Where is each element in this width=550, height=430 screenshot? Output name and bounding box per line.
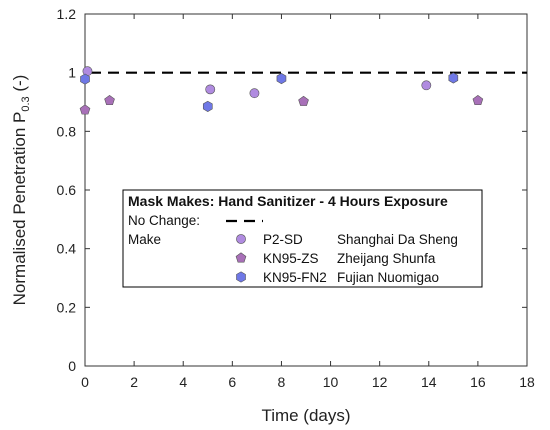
- legend-series-manufacturer: Fujian Nuomigao: [337, 270, 439, 285]
- x-tick-label: 14: [421, 374, 437, 390]
- legend-entry: P2-SD Shanghai Da Sheng: [236, 232, 458, 247]
- y-axis-title-suffix: (-): [10, 75, 29, 97]
- data-point: [421, 80, 432, 91]
- legend-box: [122, 189, 483, 288]
- data-point: [80, 73, 90, 85]
- legend-series-name: KN95-FN2: [263, 270, 327, 285]
- x-tick-label: 8: [278, 374, 286, 390]
- legend-no-change-label: No Change:: [128, 213, 200, 228]
- x-tick-label: 10: [323, 374, 339, 390]
- series-P2-SD: [82, 66, 432, 99]
- legend-entry: KN95-ZS Zheijang Shunfa: [235, 251, 436, 266]
- y-tick-label: 0: [68, 358, 76, 374]
- x-axis-title: Time (days): [261, 406, 350, 425]
- y-axis-title-subscript: 0.3: [20, 96, 32, 111]
- legend-entries: P2-SD Shanghai Da Sheng KN95-ZS Zheijang Sh…: [235, 232, 458, 285]
- legend-marker: [236, 271, 246, 283]
- legend-series-name: KN95-ZS: [263, 251, 319, 266]
- legend-series-name: P2-SD: [263, 232, 303, 247]
- legend-series-manufacturer: Zheijang Shunfa: [337, 251, 436, 266]
- data-point: [79, 104, 91, 115]
- legend-series-manufacturer: Shanghai Da Sheng: [337, 232, 458, 247]
- data-point: [104, 94, 115, 106]
- data-point: [472, 94, 484, 106]
- x-tick-label: 4: [179, 374, 187, 390]
- y-tick-label: 1.2: [57, 6, 77, 22]
- y-tick-label: 0.4: [57, 241, 77, 257]
- data-point: [205, 84, 216, 95]
- x-tick-label: 6: [228, 374, 236, 390]
- x-tick-label: 12: [372, 374, 388, 390]
- legend-make-label: Make: [128, 232, 161, 247]
- x-tick-label: 2: [130, 374, 138, 390]
- data-points: [79, 66, 484, 115]
- legend-marker: [235, 252, 247, 263]
- series-KN95-FN2: [80, 72, 459, 112]
- series-KN95-ZS: [79, 94, 484, 115]
- y-tick-label: 1: [68, 65, 76, 81]
- x-tick-label: 18: [519, 374, 535, 390]
- legend-title: Mask Makes: Hand Sanitizer - 4 Hours Exp…: [128, 193, 448, 209]
- y-tick-label: 0.6: [57, 182, 77, 198]
- data-point: [276, 72, 287, 85]
- legend-entry: KN95-FN2 Fujian Nuomigao: [236, 270, 439, 285]
- data-point: [298, 95, 309, 106]
- y-tick-label: 0.8: [57, 123, 77, 139]
- data-point: [448, 72, 459, 84]
- y-axis-title: Normalised Penetration P0.3 (-): [10, 75, 32, 306]
- legend-marker: [236, 234, 246, 244]
- legend: Mask Makes: Hand Sanitizer - 4 Hours Exp…: [122, 189, 483, 288]
- data-point: [249, 88, 260, 99]
- x-tick-label: 16: [470, 374, 486, 390]
- ticks: 0 2 4 6 8 10 12 14 16 18 0 0.2 0.4 0.6 0.8 1 1.2: [57, 6, 535, 390]
- data-point: [202, 100, 213, 112]
- y-tick-label: 0.2: [57, 299, 77, 315]
- y-axis-title-main: Normalised Penetration P: [10, 112, 29, 306]
- x-tick-label: 0: [81, 374, 89, 390]
